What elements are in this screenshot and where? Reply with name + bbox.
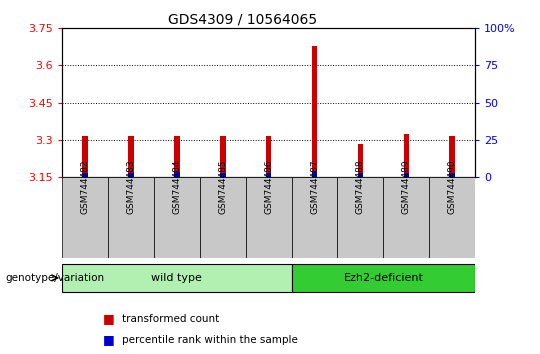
- Bar: [266, 172, 272, 177]
- Text: genotype/variation: genotype/variation: [5, 273, 105, 283]
- Bar: [62, 263, 292, 292]
- Bar: [403, 172, 409, 177]
- Bar: [449, 172, 455, 177]
- Bar: [292, 263, 475, 292]
- Text: GSM744484: GSM744484: [172, 159, 181, 213]
- Text: ■: ■: [103, 333, 114, 346]
- Bar: [266, 136, 272, 177]
- Bar: [357, 143, 363, 177]
- Bar: [292, 177, 338, 258]
- Bar: [338, 177, 383, 258]
- Bar: [128, 136, 134, 177]
- Bar: [312, 172, 318, 177]
- Text: ■: ■: [103, 312, 114, 325]
- Bar: [220, 172, 226, 177]
- Bar: [62, 177, 108, 258]
- Text: GSM744486: GSM744486: [264, 159, 273, 213]
- Bar: [200, 177, 246, 258]
- Text: Ezh2-deficient: Ezh2-deficient: [343, 273, 423, 283]
- Bar: [403, 133, 409, 177]
- Bar: [82, 136, 88, 177]
- Bar: [429, 177, 475, 258]
- Text: GSM744487: GSM744487: [310, 159, 319, 213]
- Bar: [174, 172, 180, 177]
- Bar: [82, 173, 88, 177]
- Text: wild type: wild type: [151, 273, 202, 283]
- Text: GSM744482: GSM744482: [80, 159, 90, 213]
- Text: transformed count: transformed count: [122, 314, 219, 324]
- Bar: [246, 177, 292, 258]
- Bar: [128, 173, 134, 177]
- Bar: [383, 177, 429, 258]
- Bar: [108, 177, 154, 258]
- Bar: [312, 46, 318, 177]
- Bar: [357, 173, 363, 177]
- Text: GDS4309 / 10564065: GDS4309 / 10564065: [168, 12, 318, 27]
- Bar: [220, 136, 226, 177]
- Text: percentile rank within the sample: percentile rank within the sample: [122, 335, 298, 345]
- Bar: [449, 136, 455, 177]
- Bar: [174, 136, 180, 177]
- Text: GSM744489: GSM744489: [402, 159, 411, 213]
- Text: GSM744488: GSM744488: [356, 159, 365, 213]
- Text: GSM744490: GSM744490: [448, 159, 457, 213]
- Text: GSM744483: GSM744483: [126, 159, 136, 213]
- Bar: [154, 177, 200, 258]
- Text: GSM744485: GSM744485: [218, 159, 227, 213]
